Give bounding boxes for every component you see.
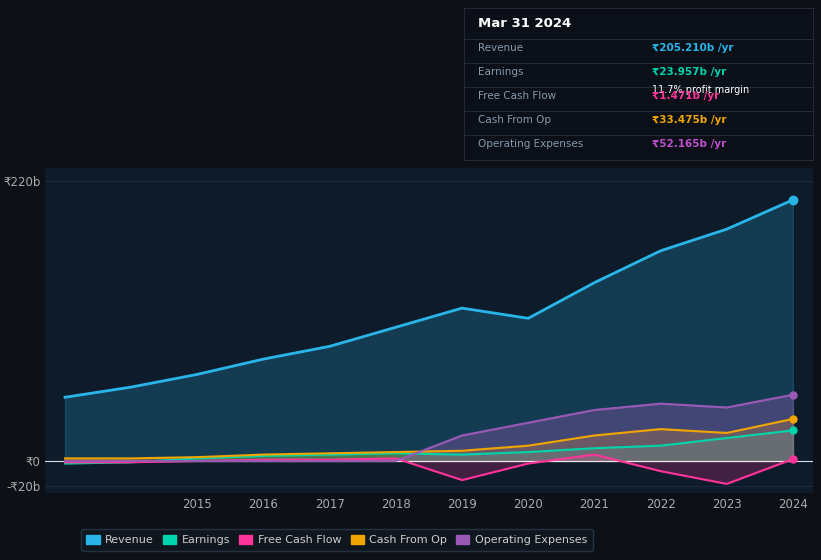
Text: ₹52.165b /yr: ₹52.165b /yr: [653, 139, 727, 150]
Text: ₹1.471b /yr: ₹1.471b /yr: [653, 91, 719, 101]
Text: ₹205.210b /yr: ₹205.210b /yr: [653, 43, 734, 53]
Text: Free Cash Flow: Free Cash Flow: [478, 91, 556, 101]
Text: ₹33.475b /yr: ₹33.475b /yr: [653, 115, 727, 125]
Text: Mar 31 2024: Mar 31 2024: [478, 17, 571, 30]
Legend: Revenue, Earnings, Free Cash Flow, Cash From Op, Operating Expenses: Revenue, Earnings, Free Cash Flow, Cash …: [80, 529, 593, 550]
Text: Earnings: Earnings: [478, 67, 523, 77]
Text: Cash From Op: Cash From Op: [478, 115, 551, 125]
Text: 11.7% profit margin: 11.7% profit margin: [653, 85, 750, 95]
Text: ₹23.957b /yr: ₹23.957b /yr: [653, 67, 727, 77]
Text: Revenue: Revenue: [478, 43, 523, 53]
Text: Operating Expenses: Operating Expenses: [478, 139, 583, 150]
